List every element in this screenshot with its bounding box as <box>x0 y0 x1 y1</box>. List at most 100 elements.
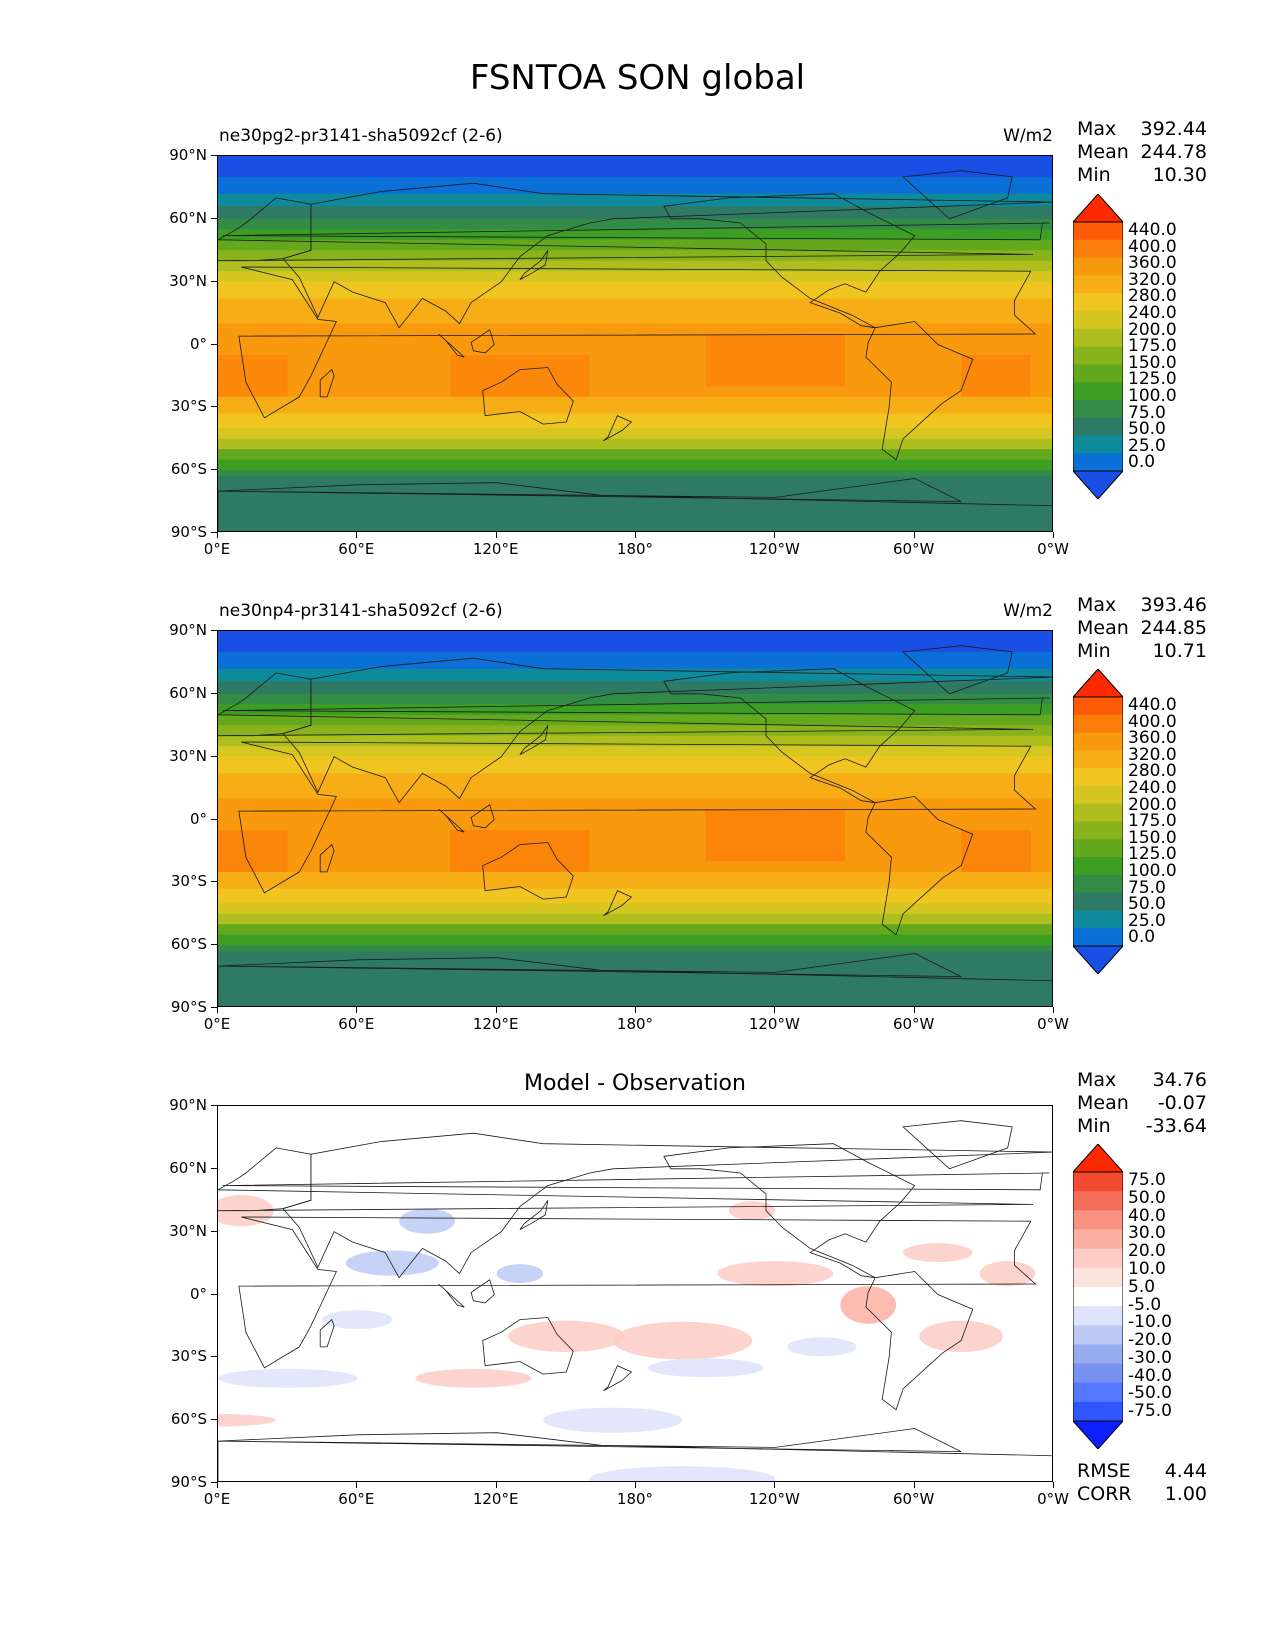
panel1-xtick-mark <box>1053 532 1054 538</box>
colorbar-segment <box>1073 1306 1123 1326</box>
panel2-title: ne30np4-pr3141-sha5092cf (2-6) <box>219 601 503 621</box>
anomaly-patch <box>786 1337 857 1357</box>
panel1-mean-label: Mean <box>1077 141 1129 163</box>
corr-value: 1.00 <box>1164 1483 1207 1505</box>
anomaly-patch <box>717 1260 834 1287</box>
landmass-outline <box>470 329 495 354</box>
panel3-xtick-label: 0°E <box>203 1490 231 1508</box>
panel3-xtick-label: 60°E <box>338 1490 375 1508</box>
panel3-ytick-mark <box>211 1419 217 1421</box>
colorbar-segment <box>1073 1363 1123 1384</box>
panel2-stats: Max 393.46 Mean 244.85 Min 10.71 <box>1077 594 1207 663</box>
colorbar-extend-min <box>1073 470 1123 499</box>
panel3-ytick-label: 60°S <box>170 1410 207 1429</box>
panel2-map <box>217 630 1053 1007</box>
panel1-ytick-label: 60°S <box>170 460 207 479</box>
flux-band <box>218 934 1052 946</box>
panel2-xtick-label: 120°W <box>748 1015 800 1033</box>
panel1-xtick-label: 60°E <box>338 540 375 558</box>
panel2-ytick-mark <box>211 881 217 883</box>
anomaly-patch <box>415 1368 532 1388</box>
colorbar-segment <box>1073 803 1123 822</box>
panel3-xtick-label: 0°W <box>1037 1490 1069 1508</box>
anomaly-patch <box>345 1250 439 1276</box>
panel2-min-label: Min <box>1077 640 1111 662</box>
anomaly-patch <box>496 1264 544 1283</box>
flux-band <box>218 773 1052 800</box>
anomaly-patch <box>979 1260 1036 1287</box>
panel3-xtick-mark <box>1053 1482 1054 1488</box>
colorbar-segment <box>1073 1325 1123 1345</box>
flux-band <box>218 323 1052 366</box>
coastlines <box>218 1120 1052 1481</box>
corr-label: CORR <box>1077 1483 1132 1505</box>
panel1-ytick-label: 30°S <box>170 397 207 416</box>
high-flux-region <box>218 830 288 872</box>
high-flux-region <box>705 334 845 387</box>
panel1-colorbar <box>1073 194 1123 499</box>
colorbar-segment <box>1073 275 1123 294</box>
panel1-title: ne30pg2-pr3141-sha5092cf (2-6) <box>219 126 503 146</box>
flux-band <box>218 239 1052 251</box>
colorbar-segment <box>1073 328 1123 347</box>
panel1-xtick-label: 120°E <box>472 540 519 558</box>
panel2-xtick-mark <box>356 1007 358 1013</box>
panel2-max-label: Max <box>1077 594 1117 616</box>
landmass-outline <box>238 1216 1037 1369</box>
flux-band <box>218 959 1052 1006</box>
landmass-outline <box>663 668 916 804</box>
panel1-ytick-label: 30°N <box>169 271 207 290</box>
figure-title: FSNTOA SON global <box>469 58 806 98</box>
panel1-xtick-mark <box>635 532 636 538</box>
colorbar-extend-min <box>1073 1420 1123 1449</box>
flux-band <box>218 229 1052 241</box>
landmass-outline <box>319 368 335 398</box>
colorbar-tick-label: -50.0 <box>1128 1383 1172 1404</box>
colorbar-segment <box>1073 239 1123 259</box>
colorbar-segment <box>1073 732 1123 751</box>
colorbar-tick-label: 175.0 <box>1128 811 1177 832</box>
panel3-xtick-mark <box>913 1482 915 1488</box>
panel1-xtick-mark <box>356 532 358 538</box>
colorbar-segment <box>1073 293 1123 312</box>
landmass-outline <box>222 1172 1050 1191</box>
panel3-ytick-label: 90°S <box>170 1473 207 1491</box>
anomaly-patch <box>647 1358 764 1378</box>
panel1-ytick-label: 90°N <box>169 146 207 164</box>
anomaly-patch <box>543 1407 683 1433</box>
colorbar-tick-label: 0.0 <box>1128 927 1156 948</box>
colorbar-segment <box>1073 453 1123 472</box>
colorbar-segment <box>1073 222 1123 241</box>
panel3-map <box>217 1105 1053 1482</box>
panel1-xtick-label: 0°W <box>1037 540 1069 558</box>
panel2-ytick-mark <box>211 630 217 631</box>
anomaly-patch <box>218 1413 277 1427</box>
high-flux-region <box>450 355 590 397</box>
panel2-xtick-mark <box>217 1007 218 1013</box>
landmass-outline <box>438 808 465 833</box>
landmass-outline <box>902 170 1013 220</box>
flux-band <box>218 704 1052 716</box>
landmass-outline <box>282 182 1052 329</box>
panel3-title: Model - Observation <box>524 1071 746 1096</box>
anomaly-patch <box>919 1320 1003 1353</box>
flux-band <box>218 271 1052 283</box>
flux-band <box>218 735 1052 747</box>
panel1-ytick-mark <box>211 217 217 219</box>
flux-band <box>218 951 1052 961</box>
colorbar-tick-label: 440.0 <box>1128 220 1177 240</box>
landmass-outline <box>218 478 1052 531</box>
landmass-outline <box>902 1120 1013 1170</box>
landmass-outline <box>663 1143 916 1279</box>
flux-band <box>218 924 1052 936</box>
landmass-outline <box>865 321 974 461</box>
flux-band <box>218 631 1052 653</box>
colorbar-segment <box>1073 1401 1123 1422</box>
flux-band <box>218 413 1052 429</box>
landmass-outline <box>519 250 549 280</box>
panel3-metrics: RMSE 4.44 CORR 1.00 <box>1077 1460 1207 1506</box>
colorbar-tick-label: 20.0 <box>1128 1241 1166 1262</box>
colorbar-tick-label: 50.0 <box>1128 419 1166 440</box>
coastlines <box>218 170 1052 531</box>
panel3-xtick-mark <box>774 1482 776 1488</box>
